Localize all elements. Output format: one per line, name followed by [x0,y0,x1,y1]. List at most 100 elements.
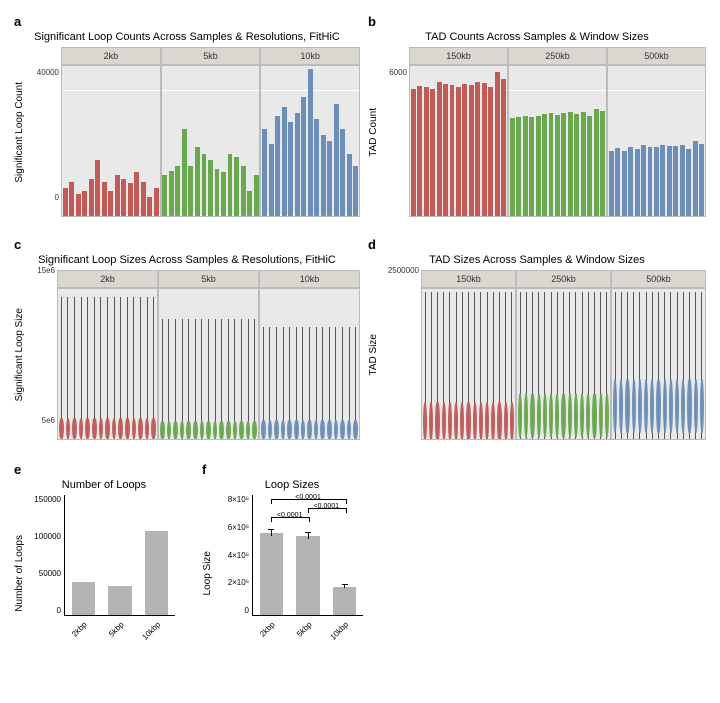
bar [495,72,500,216]
bar [260,533,283,616]
violin-body [219,421,224,439]
ytick: 15e6 [37,266,55,275]
xtick: 2kbp [258,620,277,639]
error-bar [308,533,309,539]
ytick: 50000 [25,569,61,578]
bar [63,188,68,216]
bar [430,89,435,216]
ytick: 6000 [389,68,407,77]
bar [115,175,120,216]
panel-a-yticks: 040000 [25,47,61,197]
bar [147,197,152,216]
bar [686,149,691,216]
facet-250kb: 250kb [508,47,607,217]
facet-150kb: 150kb [409,47,508,217]
facet-plot [611,288,706,440]
violin-body [353,420,358,440]
bar [282,107,287,216]
facet-plot [161,65,261,217]
violin-body [555,393,559,438]
facet-header: 150kb [421,270,516,288]
panel-e-xticks: 2kbp5kbp10kbp [64,616,174,652]
panel-d: d TAD Sizes Across Samples & Window Size… [368,237,706,440]
violin-body [460,402,464,441]
violin-body [180,421,185,439]
bar [424,87,429,216]
bar [641,145,646,216]
violin-body [435,402,439,441]
bar [254,175,259,216]
panel-a-letter: a [14,14,360,29]
bar [635,149,640,216]
bar [510,118,515,216]
violin-body [613,379,617,433]
bar [234,157,239,216]
panel-c-letter: c [14,237,360,252]
bar [568,112,573,216]
violin-body [112,418,117,439]
panel-d-title: TAD Sizes Across Samples & Window Sizes [368,254,706,266]
panel-e-ylabel: Number of Loops [14,535,25,612]
bar [195,147,200,216]
violin-body [138,418,143,439]
ytick: 0 [25,606,61,615]
violin-body [479,402,483,441]
bar [275,116,280,216]
bar [462,84,467,216]
ytick: 0 [213,606,249,615]
violin-body [287,420,292,440]
facet-5kb: 5kb [158,270,259,440]
bar [456,87,461,216]
bar [622,151,627,216]
facet-header: 2kb [57,270,158,288]
violin-body [687,379,691,433]
bar [437,82,442,216]
violin-body [625,379,629,433]
ytick: 2×10⁶ [213,578,249,587]
bar [134,172,139,216]
violin-body [320,420,325,440]
bar [321,135,326,216]
violin-body [233,421,238,439]
bar [609,151,614,216]
violin-body [59,418,64,439]
bar [469,85,474,216]
panel-f-ylabel: Loop Size [202,551,213,595]
bar [288,122,293,216]
bar [145,531,168,615]
error-bar [344,585,345,589]
panel-b-ylabel: TAD Count [368,108,379,157]
panel-f-chart: <0.0001<0.0001<0.0001 [252,495,363,616]
sig-label: <0.0001 [271,512,308,519]
bar [673,146,678,216]
bar [108,191,113,216]
violin-body [632,379,636,433]
bar [482,83,487,216]
violin-body [510,402,514,441]
violin-body [125,418,130,439]
violin-body [448,402,452,441]
bar [523,116,528,216]
violin-body [429,402,433,441]
bar [72,582,95,615]
violin-body [261,420,266,440]
violin-body [663,379,667,433]
facet-plot [607,65,706,217]
facet-2kb: 2kb [61,47,161,217]
panel-f: f Loop Sizes Loop Size 8×10⁶6×10⁶4×10⁶2×… [202,462,382,652]
bar [615,148,620,216]
violin-body [72,418,77,439]
violin-body [497,402,501,441]
violin-body [160,421,165,439]
violin-body [206,421,211,439]
bar [228,154,233,217]
bar [95,160,100,216]
facet-plot [516,288,611,440]
bar [308,69,313,216]
bar [529,117,534,216]
violin-body [118,418,123,439]
panel-f-letter: f [202,462,382,477]
panel-f-yticks: 8×10⁶6×10⁶4×10⁶2×10⁶0 [213,495,252,615]
facet-500kb: 500kb [611,270,706,440]
ytick: 100000 [25,532,61,541]
